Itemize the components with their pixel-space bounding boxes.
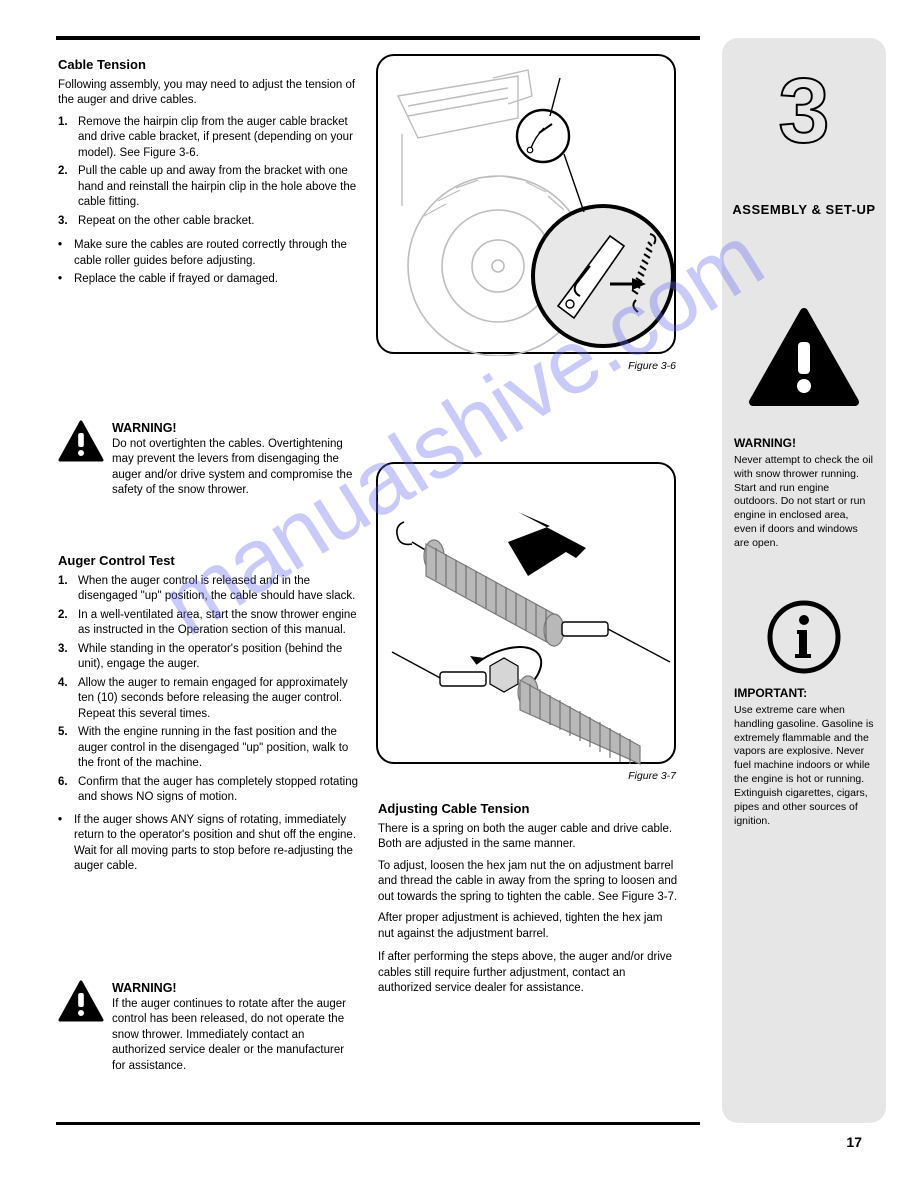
sidebar-warning-block: WARNING! Never attempt to check the oil … <box>734 436 874 551</box>
bullet-text: If the auger shows ANY signs of rotating… <box>74 813 358 875</box>
step-row: 1.When the auger control is released and… <box>58 574 358 605</box>
step-text: When the auger control is released and i… <box>78 574 358 605</box>
inline-warning-body-2: If the auger continues to rotate after t… <box>112 998 346 1072</box>
step-row: 6.Confirm that the auger has completely … <box>58 775 358 806</box>
figure-3-6-caption: Figure 3-6 <box>376 360 676 372</box>
step-row: 3.Repeat on the other cable bracket. <box>58 214 358 230</box>
warning-triangle-small-icon <box>58 420 104 468</box>
bullet-row: •Replace the cable if frayed or damaged. <box>58 272 358 288</box>
bullet-row: •If the auger shows ANY signs of rotatin… <box>58 813 358 875</box>
chapter-number-glyph: 3 <box>778 62 829 162</box>
inline-warning-title-2: WARNING! <box>112 980 358 997</box>
warning-triangle-icon <box>749 308 859 413</box>
section-cable-tension: Cable Tension Following assembly, you ma… <box>58 56 358 291</box>
step-row: 2.Pull the cable up and away from the br… <box>58 164 358 211</box>
step-text: Remove the hairpin clip from the auger c… <box>78 115 358 162</box>
adjust-text-b: To adjust, loosen the hex jam nut the on… <box>378 860 677 903</box>
heading-auger: Auger Control Test <box>58 552 358 570</box>
step-text: Confirm that the auger has completely st… <box>78 775 358 806</box>
page-number: 17 <box>846 1134 862 1150</box>
inline-warning-title: WARNING! <box>112 420 358 437</box>
sidebar-warning-body: Never attempt to check the oil with snow… <box>734 454 873 549</box>
sidebar-warning-title: WARNING! <box>734 436 874 452</box>
inline-warning-body: Do not overtighten the cables. Overtight… <box>112 438 352 497</box>
step-text: With the engine running in the fast posi… <box>78 725 358 772</box>
rule-top <box>56 36 700 40</box>
adjust-text-c: After proper adjustment is achieved, tig… <box>378 912 662 940</box>
step-text: Pull the cable up and away from the brac… <box>78 164 358 211</box>
step-text: While standing in the operator's positio… <box>78 642 358 673</box>
bullet-text: Make sure the cables are routed correctl… <box>74 238 358 269</box>
adjust-text-a: There is a spring on both the auger cabl… <box>378 823 672 851</box>
section-adjust-cable: Adjusting Cable Tension There is a sprin… <box>378 800 678 997</box>
step-row: 2.In a well-ventilated area, start the s… <box>58 608 358 639</box>
cable-intro: Following assembly, you may need to adju… <box>58 79 355 107</box>
sidebar: 3 ASSEMBLY & SET-UP WARNING! Never attem… <box>722 38 886 1123</box>
sidebar-important-block: IMPORTANT: Use extreme care when handlin… <box>734 686 874 829</box>
sidebar-heading: ASSEMBLY & SET-UP <box>722 202 886 217</box>
section-auger: Auger Control Test 1.When the auger cont… <box>58 552 358 878</box>
chapter-number-icon: 3 <box>765 62 843 167</box>
info-icon <box>765 598 843 681</box>
figure-3-7-caption: Figure 3-7 <box>376 770 676 782</box>
warning-triangle-small-icon <box>58 980 104 1028</box>
heading-cable-tension: Cable Tension <box>58 56 358 74</box>
inline-warning-block-2: WARNING! If the auger continues to rotat… <box>58 980 358 1074</box>
figure-3-7 <box>376 462 676 764</box>
sidebar-important-body: Use extreme care when handling gasoline.… <box>734 704 874 827</box>
inline-warning-block: WARNING! Do not overtighten the cables. … <box>58 420 358 499</box>
noadj-note: If after performing the steps above, the… <box>378 951 672 994</box>
figure-3-6 <box>376 54 676 354</box>
sidebar-important-title: IMPORTANT: <box>734 686 874 702</box>
step-text: In a well-ventilated area, start the sno… <box>78 608 358 639</box>
step-text: Repeat on the other cable bracket. <box>78 214 358 230</box>
heading-adjust-cable: Adjusting Cable Tension <box>378 800 678 818</box>
step-row: 3.While standing in the operator's posit… <box>58 642 358 673</box>
step-row: 4.Allow the auger to remain engaged for … <box>58 676 358 723</box>
rule-bottom <box>56 1122 700 1125</box>
step-text: Allow the auger to remain engaged for ap… <box>78 676 358 723</box>
bullet-text: Replace the cable if frayed or damaged. <box>74 272 358 288</box>
bullet-row: •Make sure the cables are routed correct… <box>58 238 358 269</box>
step-row: 5.With the engine running in the fast po… <box>58 725 358 772</box>
step-row: 1.Remove the hairpin clip from the auger… <box>58 115 358 162</box>
